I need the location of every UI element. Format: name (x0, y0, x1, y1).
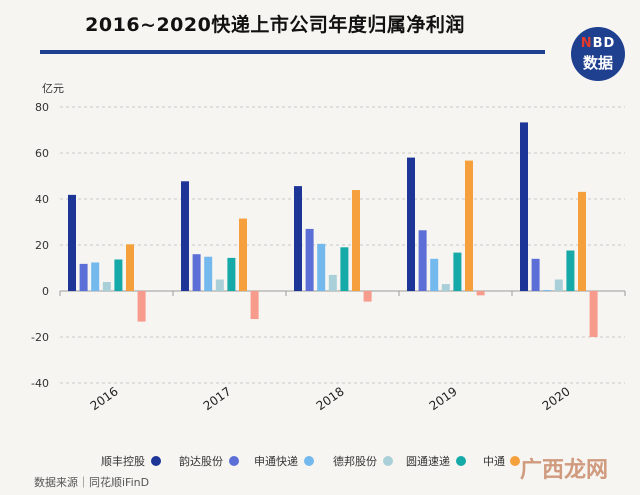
y-axis-unit-label: 亿元 (42, 82, 64, 95)
x-tick-label: 2016 (88, 384, 121, 413)
bar-圆通速递-2018 (340, 247, 349, 291)
bar-顺丰控股-2019 (407, 157, 415, 291)
legend-marker (456, 456, 466, 466)
title-underline (40, 50, 545, 54)
legend-label: 中通 (483, 455, 505, 468)
y-tick-label: 0 (42, 285, 49, 298)
watermark-text: 广西龙网 (520, 458, 609, 483)
bar-中通-2020 (578, 191, 586, 291)
bar-中通-2017 (239, 218, 247, 291)
bar-德邦股份-2017 (215, 279, 224, 291)
bar-韵达股份-2020 (531, 258, 540, 291)
bar-顺丰控股-2020 (520, 122, 528, 291)
bar-中通-2019 (465, 160, 473, 291)
y-tick-label: -40 (31, 377, 49, 390)
legend-marker (383, 456, 393, 466)
legend-label: 圆通速递 (406, 454, 450, 468)
bar-申通快递-2020 (543, 290, 552, 291)
bar-德邦股份-2020 (554, 279, 563, 291)
bar-顺丰控股-2018 (294, 186, 302, 291)
bar-申通快递-2019 (430, 258, 439, 291)
y-tick-label: 80 (35, 101, 49, 114)
bar-申通快递-2017 (204, 256, 213, 291)
x-tick-label: 2018 (314, 384, 347, 413)
bar-圆通速递-2020 (566, 250, 575, 291)
bar-圆通速递-2019 (453, 252, 462, 291)
legend-label: 德邦股份 (333, 454, 377, 468)
bar-series6-2018 (363, 291, 372, 302)
bar-series6-2017 (250, 291, 259, 320)
legend-label: 申通快递 (254, 454, 298, 468)
bar-韵达股份-2017 (192, 254, 201, 291)
bar-series6-2020 (589, 291, 598, 337)
bar-韵达股份-2018 (305, 228, 314, 291)
y-tick-label: 40 (35, 193, 49, 206)
bar-顺丰控股-2016 (68, 194, 76, 291)
bar-顺丰控股-2017 (181, 181, 189, 291)
bar-德邦股份-2018 (328, 274, 337, 291)
bar-韵达股份-2019 (418, 230, 427, 291)
legend-label: 韵达股份 (179, 454, 223, 468)
bar-圆通速递-2017 (227, 257, 236, 291)
bar-series6-2019 (476, 291, 485, 296)
x-tick-label: 2017 (201, 384, 234, 413)
bar-德邦股份-2016 (102, 282, 111, 291)
y-tick-label: -20 (31, 331, 49, 344)
nbd-logo: NBD 数据 (571, 27, 625, 81)
y-tick-label: 20 (35, 239, 49, 252)
legend-label: 顺丰控股 (101, 454, 145, 468)
bar-德邦股份-2019 (441, 284, 450, 291)
legend-marker (304, 456, 314, 466)
legend-marker (510, 456, 520, 466)
data-source-note: 数据来源｜同花顺iFinD (34, 476, 150, 489)
x-tick-label: 2019 (427, 384, 460, 413)
x-tick-label: 2020 (540, 384, 573, 413)
bar-韵达股份-2016 (79, 263, 88, 291)
chart-title: 2016~2020快递上市公司年度归属净利润 (85, 14, 465, 36)
bar-中通-2018 (352, 190, 360, 291)
bar-中通-2016 (126, 244, 134, 291)
y-tick-label: 60 (35, 147, 49, 160)
bar-申通快递-2018 (317, 243, 326, 291)
bar-申通快递-2016 (91, 262, 100, 291)
legend-marker (151, 456, 161, 466)
bar-圆通速递-2016 (114, 259, 123, 291)
bar-series6-2016 (137, 291, 146, 322)
legend-marker (229, 456, 239, 466)
